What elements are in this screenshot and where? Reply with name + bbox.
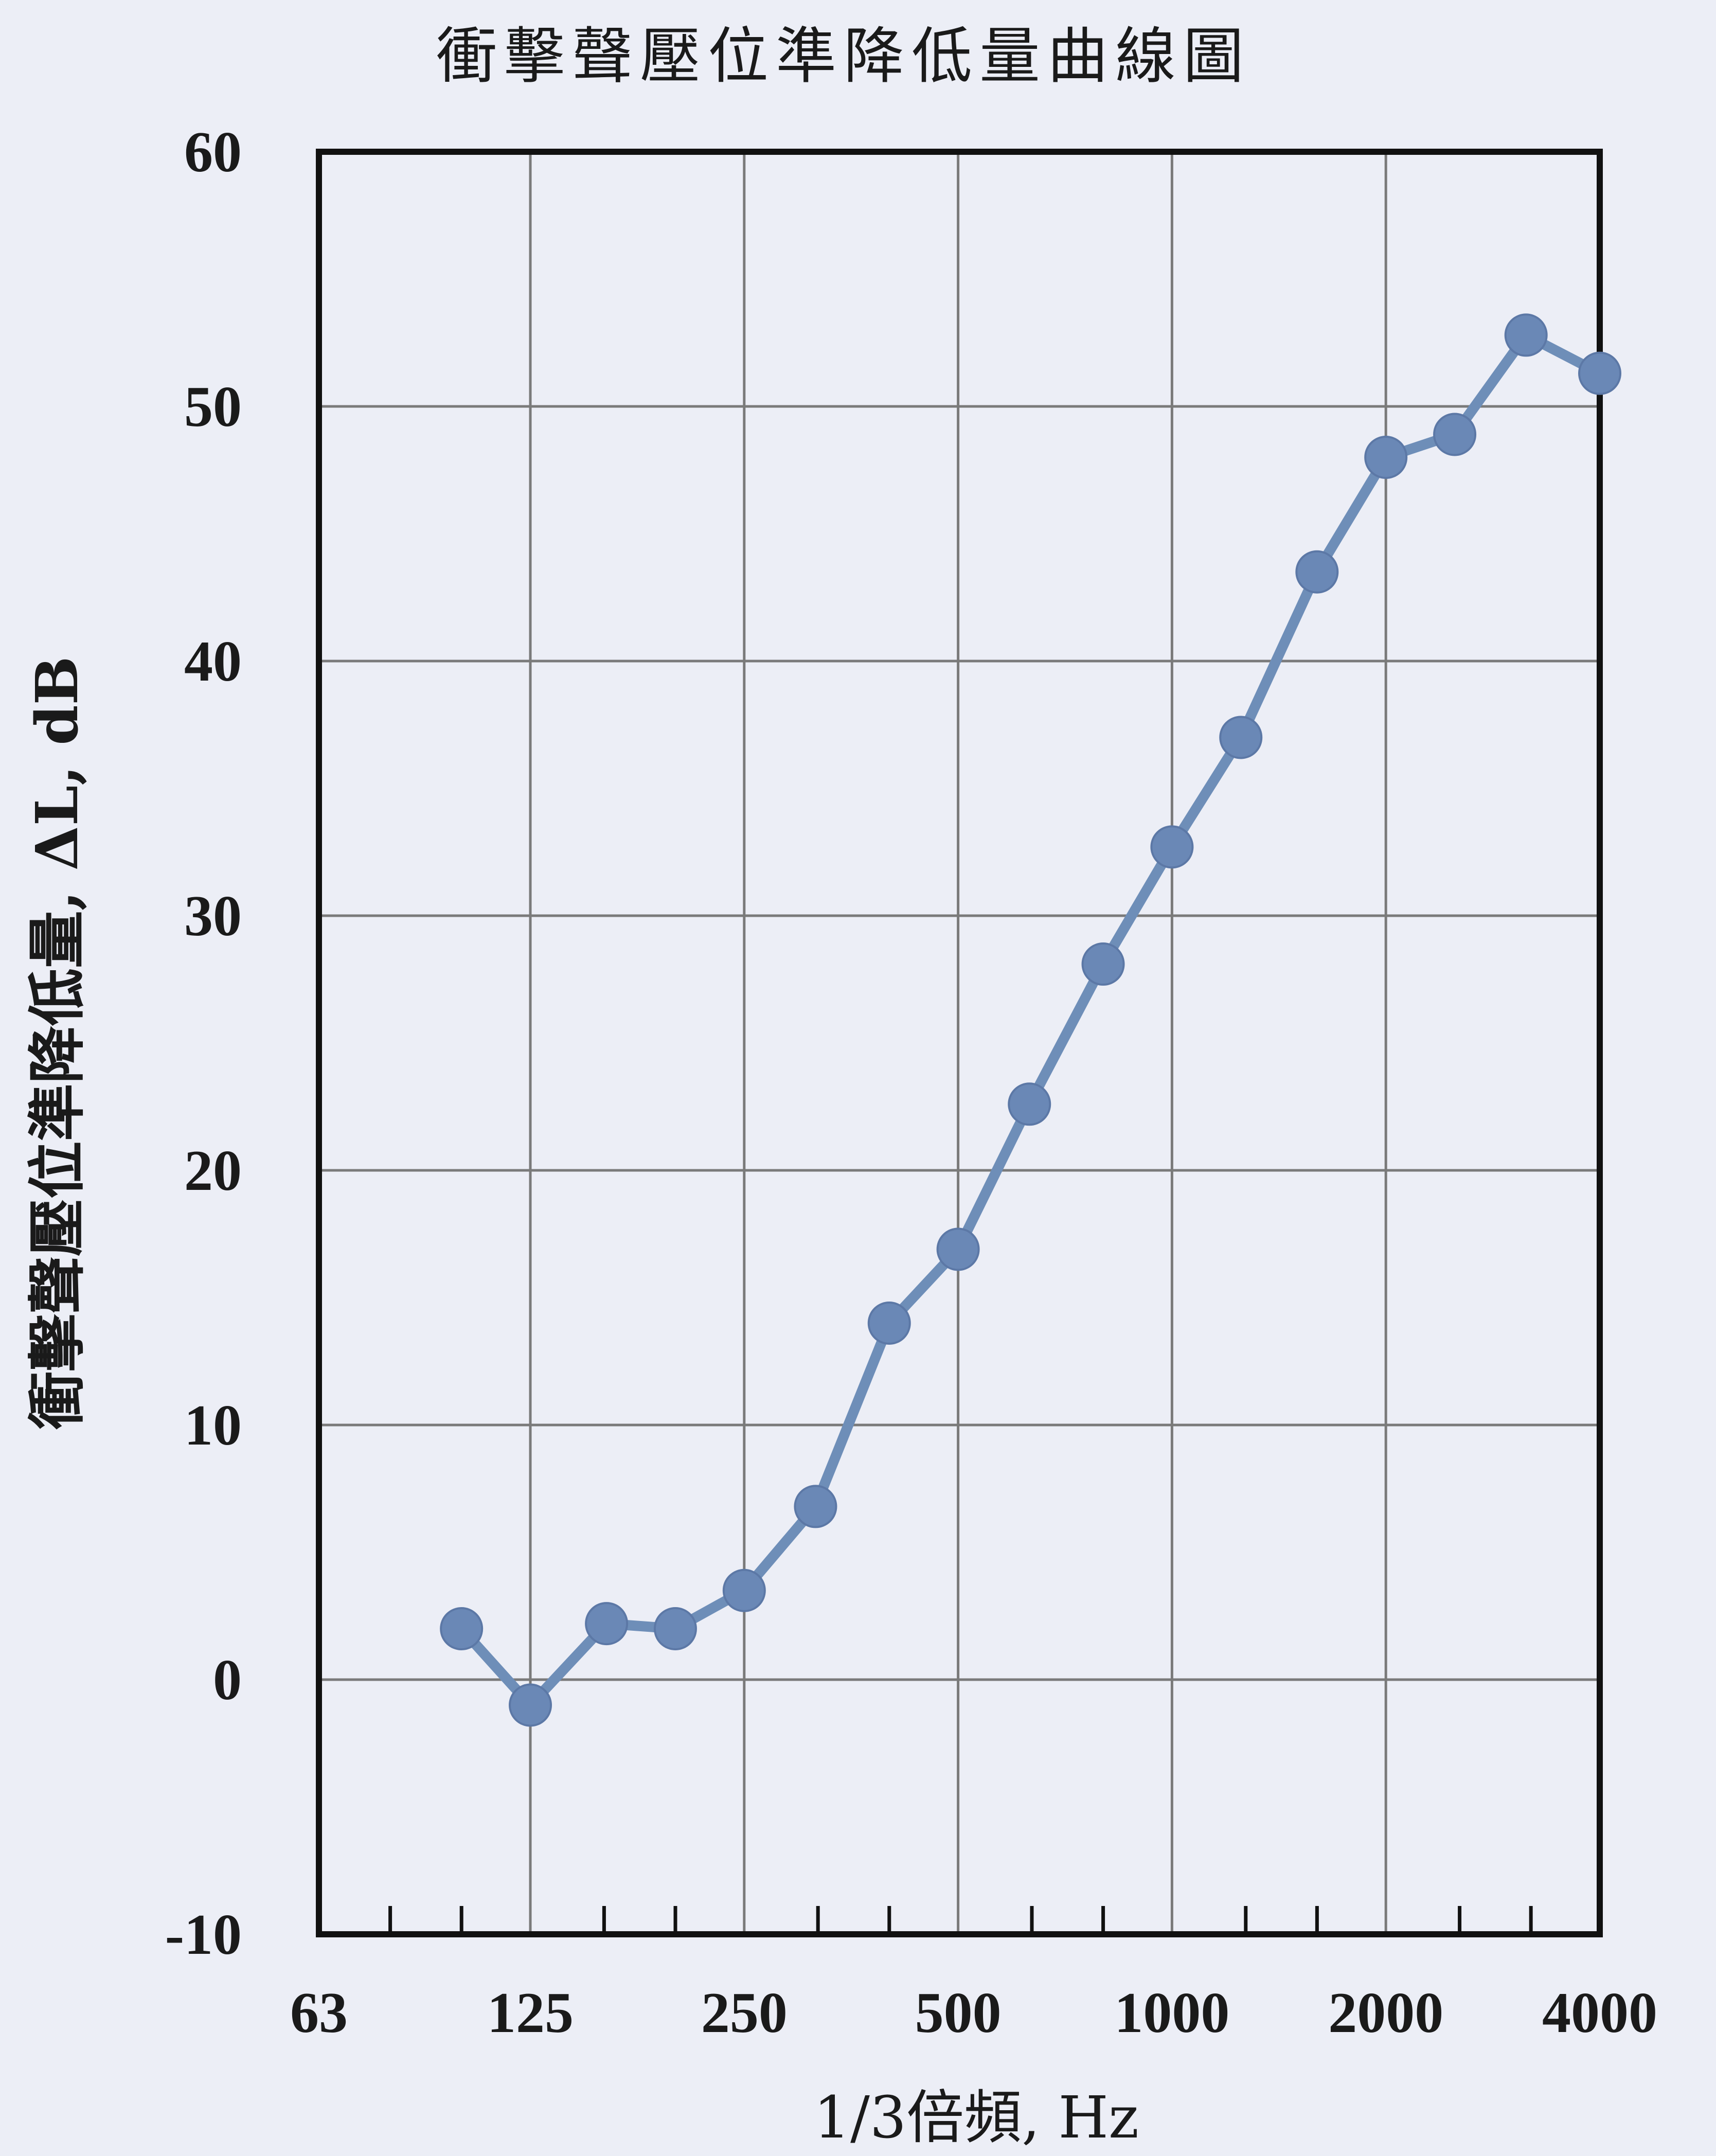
x-axis-label: 1/3倍頻, Hz	[814, 2084, 1139, 2151]
data-point	[867, 1302, 911, 1345]
data-point	[1364, 436, 1408, 479]
x-tick-label: 500	[915, 1981, 1002, 2045]
data-point	[440, 1607, 484, 1650]
y-tick-label: 0	[213, 1648, 242, 1712]
y-tick-label: -10	[165, 1903, 242, 1967]
data-point	[1219, 716, 1263, 759]
y-tick-label: 60	[184, 120, 242, 184]
y-tick-label: 50	[184, 375, 242, 439]
x-tick-label: 1000	[1114, 1981, 1229, 2045]
data-point	[1295, 550, 1339, 594]
chart-title: 衝擊聲壓位準降低量曲線圖	[436, 21, 1251, 92]
data-point	[1081, 942, 1125, 986]
x-tick-label: 250	[701, 1981, 788, 2045]
y-tick-label: 40	[184, 630, 242, 693]
x-tick-label: 2000	[1328, 1981, 1443, 2045]
x-tick-labels: 63 125 250 500 1000 2000 4000	[290, 1981, 1657, 2045]
data-point	[1433, 413, 1477, 456]
data-point	[509, 1683, 552, 1727]
data-point	[585, 1602, 629, 1646]
series	[440, 313, 1621, 1727]
grid	[319, 152, 1600, 1934]
y-tick-label: 10	[184, 1394, 242, 1457]
x-minor-ticks	[388, 1906, 1533, 1934]
y-tick-labels: 60 50 40 30 20 10 0 -10	[165, 120, 242, 1967]
data-point	[1578, 351, 1621, 395]
x-tick-label: 4000	[1542, 1981, 1657, 2045]
y-axis-label: 衝擊聲壓位準降低量, ΔL, dB	[24, 656, 91, 1430]
data-point	[794, 1485, 837, 1528]
data-point	[1008, 1082, 1051, 1126]
data-point	[1504, 313, 1548, 357]
plot-frame	[316, 149, 1603, 1937]
data-point	[936, 1227, 980, 1271]
y-tick-label: 20	[184, 1139, 242, 1203]
data-point	[722, 1569, 766, 1612]
x-tick-label: 125	[487, 1981, 574, 2045]
series-line	[456, 330, 1605, 1710]
data-point	[653, 1607, 697, 1650]
x-tick-label: 63	[290, 1981, 348, 2045]
y-tick-label: 30	[184, 884, 242, 948]
data-point	[1150, 825, 1194, 869]
